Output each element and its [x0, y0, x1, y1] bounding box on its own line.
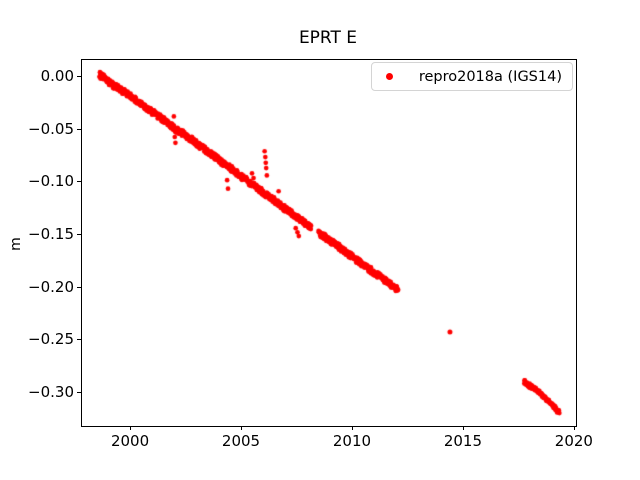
- y-tick-label: −0.05: [28, 119, 74, 138]
- chart-title: EPRT E: [298, 28, 358, 48]
- y-tick-label: −0.20: [28, 277, 74, 296]
- x-tick-mark: [241, 426, 242, 430]
- x-tick-label: 2020: [554, 432, 593, 450]
- x-tick-mark: [462, 426, 464, 430]
- scatter-canvas: [82, 60, 576, 426]
- x-tick-mark: [351, 426, 353, 430]
- y-tick-mark: [77, 128, 81, 130]
- x-tick-label: 2010: [332, 432, 372, 450]
- y-tick-mark: [77, 75, 81, 77]
- y-tick-label: 0.00: [40, 66, 74, 85]
- y-tick-label: −0.10: [28, 172, 74, 191]
- y-tick-mark: [77, 392, 81, 394]
- x-tick-label: 2000: [110, 432, 150, 450]
- x-tick-label: 2015: [443, 432, 483, 450]
- x-tick-mark: [130, 426, 132, 430]
- y-tick-mark: [77, 339, 81, 341]
- plot-area: repro2018a (IGS14): [81, 59, 577, 427]
- x-tick-mark: [573, 426, 575, 430]
- legend-label: repro2018a (IGS14): [418, 68, 562, 85]
- legend: repro2018a (IGS14): [370, 62, 573, 91]
- y-tick-label: −0.25: [28, 330, 74, 349]
- y-tick-mark: [77, 233, 81, 235]
- y-tick-label: −0.30: [28, 383, 74, 402]
- x-tick-label: 2005: [221, 432, 261, 450]
- y-tick-label: −0.15: [28, 224, 74, 243]
- legend-marker-dot-icon: [385, 73, 393, 80]
- y-tick-mark: [77, 286, 81, 288]
- y-tick-mark: [77, 181, 81, 183]
